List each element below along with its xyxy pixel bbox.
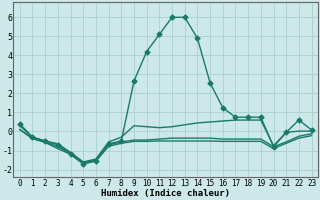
X-axis label: Humidex (Indice chaleur): Humidex (Indice chaleur) (101, 189, 230, 198)
